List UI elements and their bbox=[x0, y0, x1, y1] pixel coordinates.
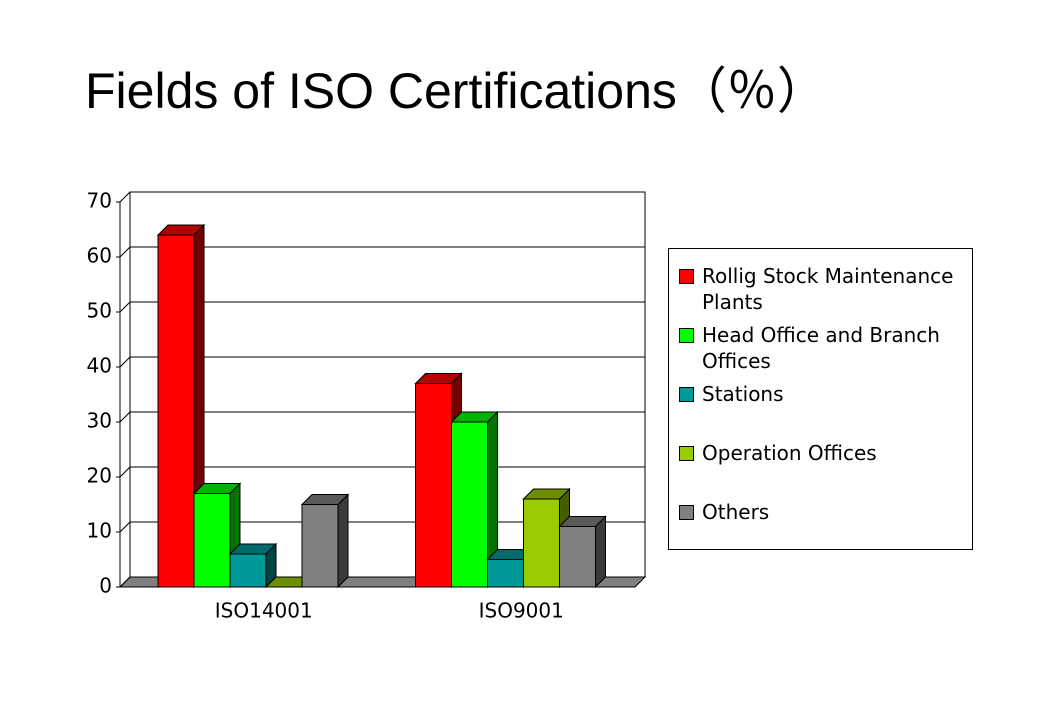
legend-swatch bbox=[679, 328, 694, 343]
bar-side bbox=[595, 515, 606, 589]
bar bbox=[301, 504, 339, 588]
bar bbox=[487, 559, 524, 588]
grid-line bbox=[119, 191, 131, 203]
grid-line bbox=[119, 521, 131, 533]
legend-label: Rollig Stock Maintenance Plants bbox=[702, 264, 954, 314]
legend: Rollig Stock Maintenance Plants Head Offi… bbox=[668, 248, 973, 550]
grid-line bbox=[119, 411, 131, 423]
legend-swatch bbox=[679, 269, 694, 284]
y-tick-label: 0 bbox=[99, 574, 112, 598]
y-tick-label: 20 bbox=[87, 464, 112, 488]
chart-title: Fields of ISO Certifications（％） bbox=[85, 63, 827, 119]
bar bbox=[559, 526, 596, 588]
grid-line bbox=[119, 466, 131, 478]
bar bbox=[523, 498, 560, 588]
grid-line bbox=[119, 356, 131, 368]
bar bbox=[415, 383, 452, 588]
x-tick-label: ISO14001 bbox=[215, 599, 313, 623]
grid-line bbox=[119, 246, 131, 258]
y-tick-label: 70 bbox=[87, 189, 112, 213]
y-tick-label: 10 bbox=[87, 519, 112, 543]
legend-entry: Stations bbox=[679, 381, 966, 440]
bar-side bbox=[337, 493, 349, 589]
legend-entry: Rollig Stock Maintenance Plants bbox=[679, 263, 966, 322]
legend-swatch bbox=[679, 505, 694, 520]
y-tick-label: 50 bbox=[87, 299, 112, 323]
legend-label: Stations bbox=[702, 382, 784, 406]
y-tick-label: 30 bbox=[87, 409, 112, 433]
legend-swatch bbox=[679, 387, 694, 402]
bar bbox=[157, 234, 195, 588]
legend-label: Operation Offices bbox=[702, 441, 877, 465]
bar bbox=[229, 553, 267, 588]
legend-entry: Head Office and Branch Offices bbox=[679, 322, 966, 381]
y-tick-label: 60 bbox=[87, 244, 112, 268]
x-tick-label: ISO9001 bbox=[479, 599, 564, 623]
legend-label: Head Office and Branch Offices bbox=[702, 323, 940, 373]
legend-label: Others bbox=[702, 500, 770, 524]
grid-line bbox=[119, 301, 131, 313]
legend-swatch bbox=[679, 446, 694, 461]
legend-entry: Operation Offices bbox=[679, 440, 966, 499]
y-tick-label: 40 bbox=[87, 354, 112, 378]
bar bbox=[193, 493, 231, 588]
grid-line bbox=[119, 576, 131, 588]
bar bbox=[451, 421, 488, 588]
legend-entry: Others bbox=[679, 499, 966, 558]
